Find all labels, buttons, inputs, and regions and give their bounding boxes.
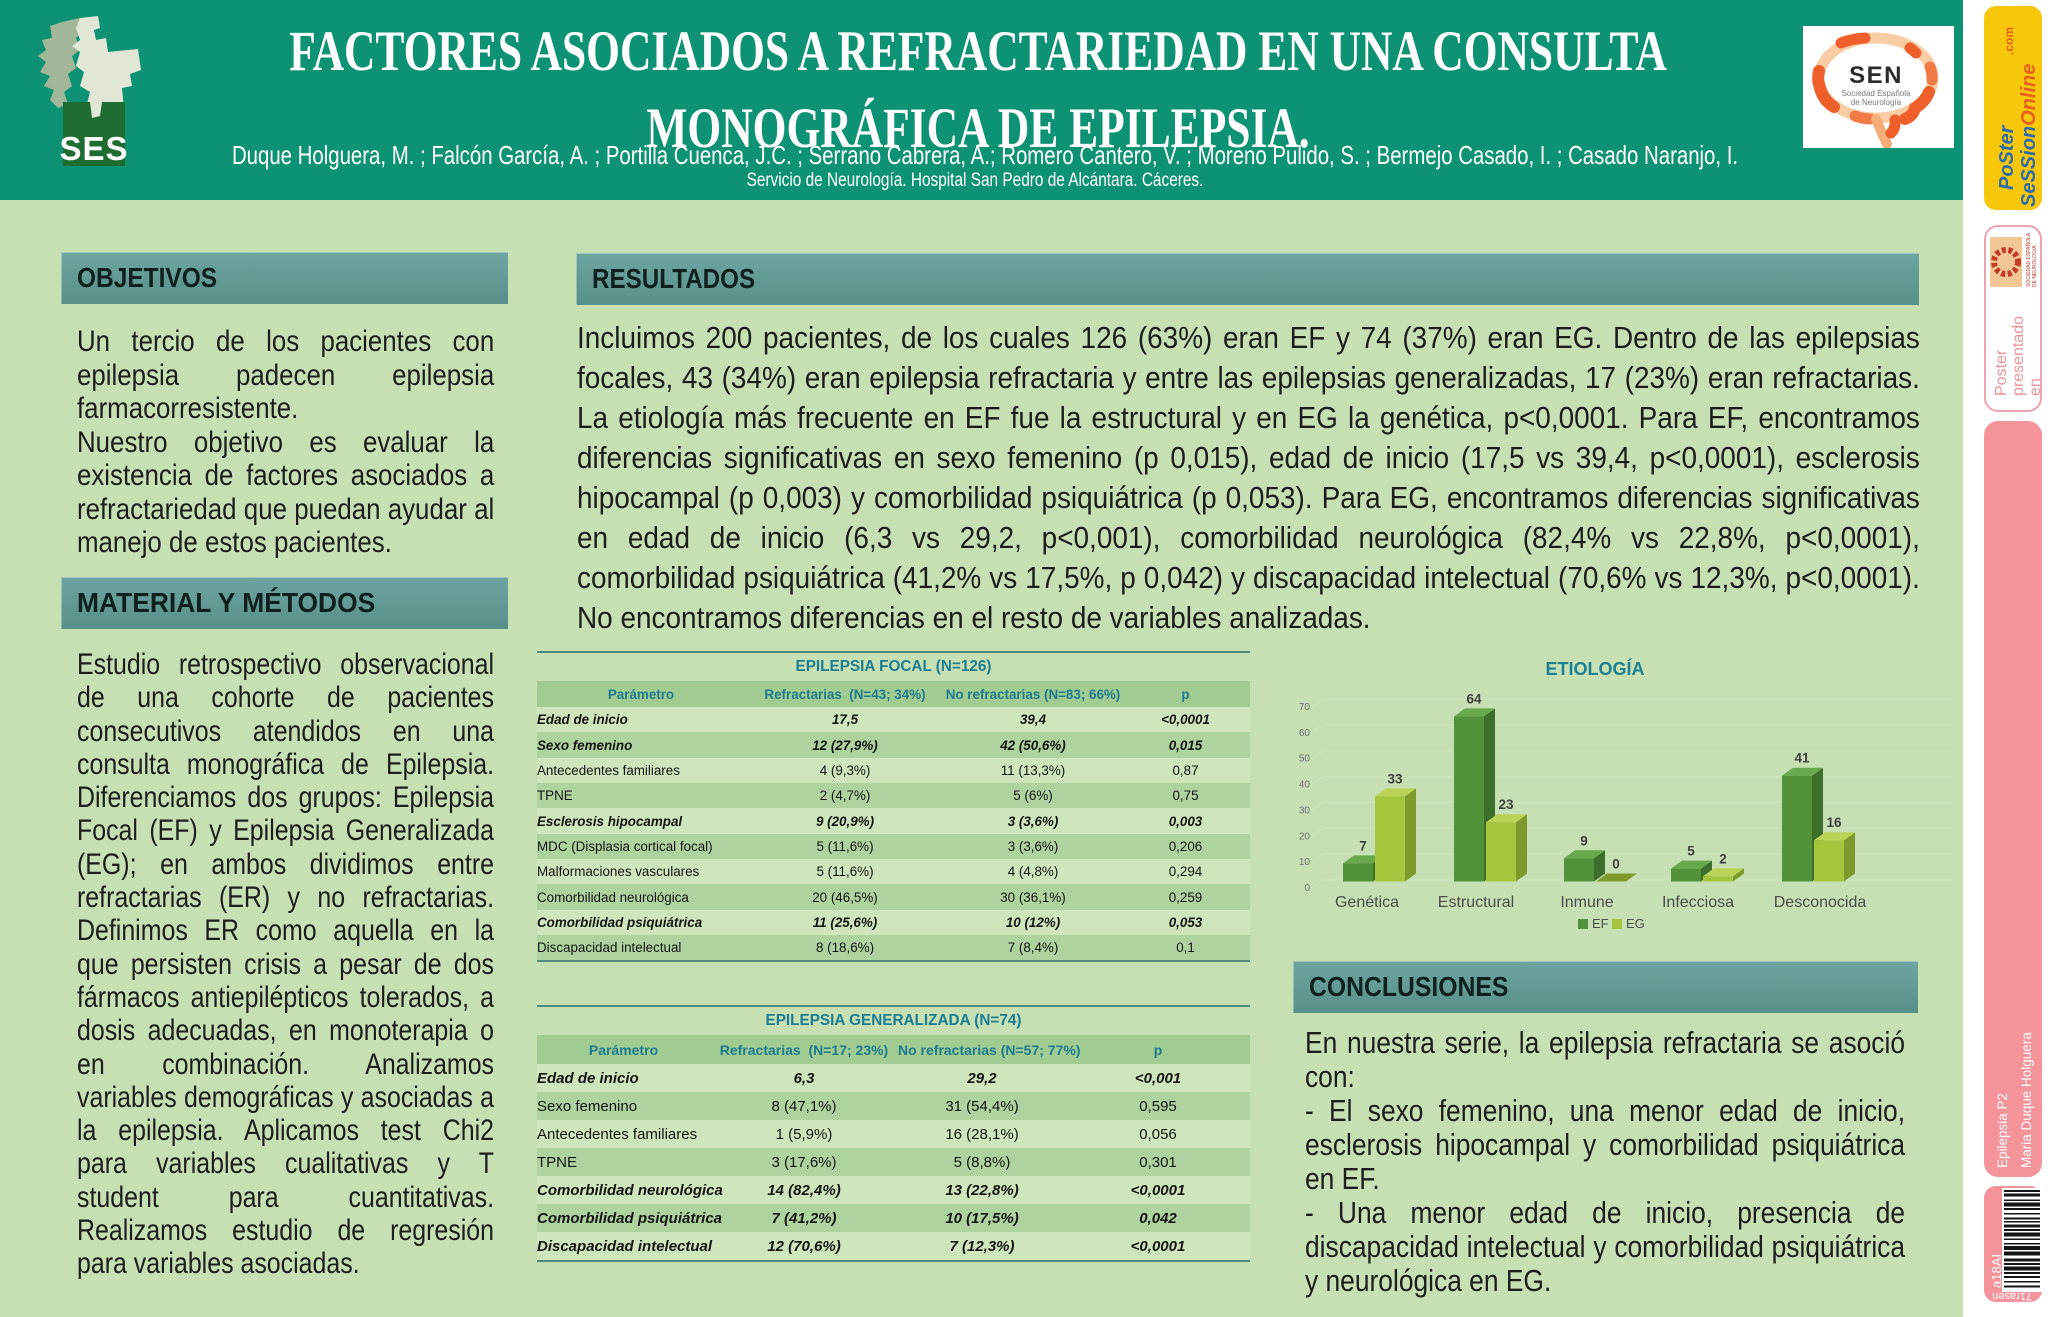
svg-text:2: 2: [1719, 851, 1727, 866]
svg-text:20: 20: [1299, 831, 1311, 842]
svg-text:9: 9: [1580, 833, 1588, 848]
svg-text:Infecciosa: Infecciosa: [1662, 894, 1734, 911]
svg-text:0: 0: [1612, 857, 1620, 872]
svg-text:Epilepsia P2: Epilepsia P2: [1995, 1093, 2010, 1168]
svg-text:EF: EF: [1592, 916, 1609, 931]
svg-text:5: 5: [1687, 844, 1695, 859]
svg-text:Sociedad Española: Sociedad Española: [1842, 89, 1911, 98]
svg-text:Poster: Poster: [1993, 349, 2010, 396]
svg-text:Inmune: Inmune: [1560, 894, 1613, 911]
svg-text:de Neurología: de Neurología: [1851, 98, 1902, 107]
svg-text:Desconocida: Desconocida: [1774, 894, 1867, 911]
svg-text:41: 41: [1794, 751, 1810, 766]
svg-text:23: 23: [1498, 797, 1514, 812]
svg-text:60: 60: [1299, 728, 1311, 739]
svg-text:presentado: presentado: [2010, 316, 2027, 396]
svg-text:EG: EG: [1626, 916, 1645, 931]
svg-text:Genética: Genética: [1335, 894, 1399, 911]
svg-text:ETIOLOGÍA: ETIOLOGÍA: [1546, 658, 1645, 679]
svg-text:.com: .com: [2002, 27, 2016, 55]
svg-text:SEN: SEN: [1849, 62, 1903, 89]
svg-text:DE NEUROLOGIA: DE NEUROLOGIA: [2032, 245, 2038, 287]
svg-text:Estructural: Estructural: [1438, 894, 1514, 911]
svg-text:0: 0: [1304, 883, 1310, 894]
svg-text:SES: SES: [59, 130, 128, 167]
svg-text:Maria Duque Holguera: Maria Duque Holguera: [2019, 1032, 2034, 1168]
svg-text:70: 70: [1299, 702, 1311, 713]
svg-text:SOCIEDAD ESPAÑOLA: SOCIEDAD ESPAÑOLA: [2025, 232, 2032, 287]
svg-text:SeSSionOnline: SeSSionOnline: [2018, 64, 2040, 207]
svg-text:16: 16: [1826, 815, 1842, 830]
svg-text:30: 30: [1299, 805, 1311, 816]
svg-text:PoSter: PoSter: [1996, 124, 2018, 190]
svg-text:en: en: [2027, 378, 2044, 396]
svg-text:40: 40: [1299, 780, 1311, 791]
svg-text:7: 7: [1359, 838, 1367, 853]
svg-text:50: 50: [1299, 754, 1311, 765]
svg-text:64: 64: [1466, 691, 1482, 706]
svg-text:10: 10: [1299, 857, 1311, 868]
svg-text:a18AI: a18AI: [1989, 1254, 2004, 1288]
svg-text:71rasen: 71rasen: [1992, 1290, 2032, 1302]
svg-text:33: 33: [1387, 771, 1403, 786]
